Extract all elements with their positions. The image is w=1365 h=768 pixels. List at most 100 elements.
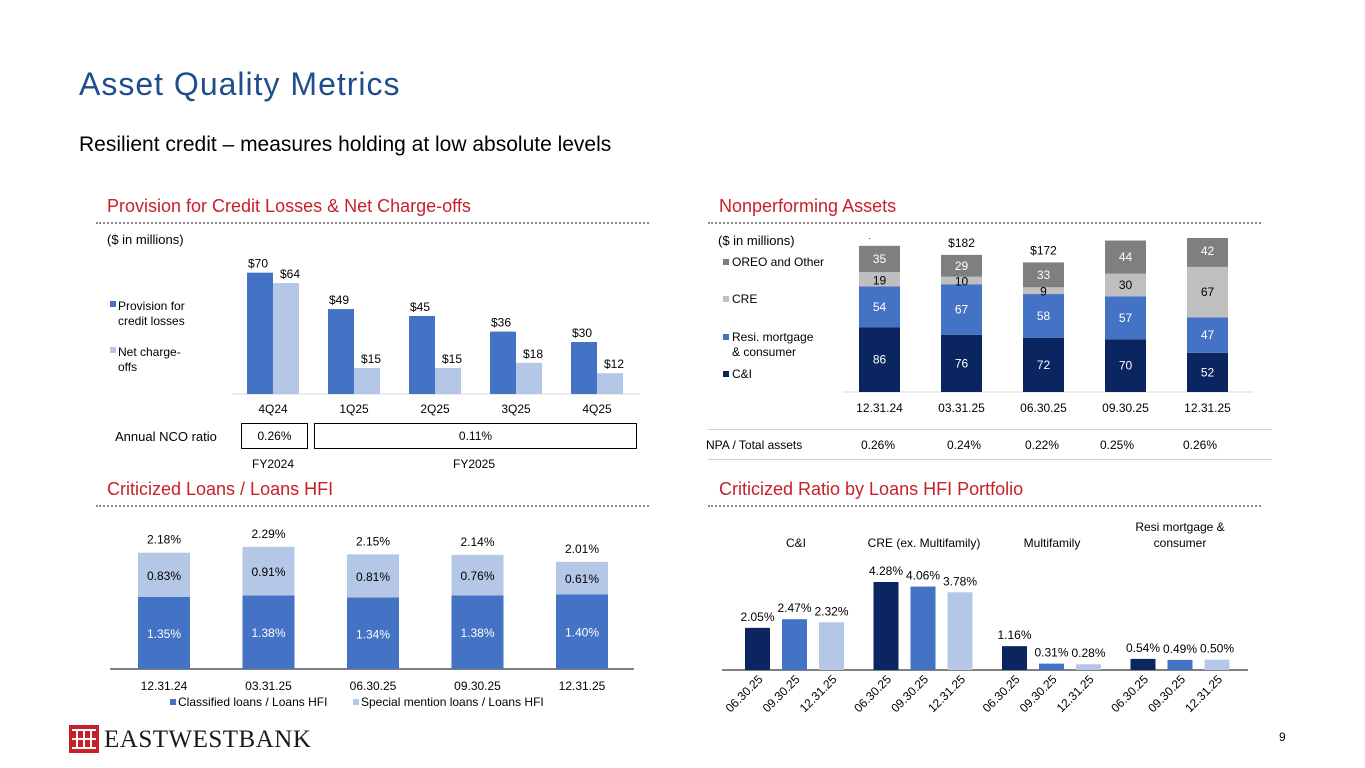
npa-bar-segment-ci-2 [1023, 337, 1064, 392]
criticized-bar-classified-0 [138, 597, 190, 669]
criticized-total-label: 2.18% [147, 533, 181, 547]
npa-legend-text: Resi. mortgage [732, 330, 814, 344]
npa-legend-text: OREO and Other [732, 255, 824, 269]
npa-segment-value: 67 [1201, 285, 1215, 299]
npa-bar-segment-oreo-2 [1023, 262, 1064, 288]
npa-ratio-2: 0.24% [947, 438, 982, 452]
npa-segment-value: 76 [955, 356, 969, 370]
fy2024-label: FY2024 [252, 457, 295, 471]
provision-bar-provision-4q24 [247, 272, 273, 394]
criticized-x-tick-label: 09.30.25 [454, 679, 501, 693]
portfolio-bar-2-2 [1076, 664, 1101, 670]
portfolio-date-tick-label: 09.30.25 [1145, 672, 1188, 715]
npa-bar-segment-cre-2 [1023, 287, 1064, 295]
criticized-bar-classified-3 [451, 595, 504, 669]
portfolio-section-title: Criticized Ratio by Loans HFI Portfolio [719, 479, 1024, 499]
portfolio-date-tick-label: 12.31.25 [925, 672, 968, 715]
npa-bar-segment-cre-0 [859, 272, 900, 287]
npa-segment-value: 29 [955, 259, 969, 273]
npa-bar-segment-oreo-0 [859, 245, 900, 273]
provision-bar-provision-1q25 [328, 309, 354, 394]
npa-total-label: $194 [866, 238, 893, 241]
npa-bar-segment-oreo-3 [1105, 240, 1146, 274]
portfolio-date-tick-label: 12.31.25 [797, 672, 840, 715]
criticized-total-label: 2.15% [356, 534, 390, 548]
provision-legend-text: offs [118, 360, 137, 374]
portfolio-bar-0-1 [782, 619, 807, 670]
criticized-segment-label: 0.83% [147, 569, 181, 583]
npa-segment-value: 70 [1119, 359, 1133, 373]
criticized-segment-label: 1.35% [147, 627, 181, 641]
npa-bar-segment-oreo-1 [941, 254, 982, 277]
nco-ratio-label: Annual NCO ratio [115, 429, 217, 444]
npa-total-label: $172 [1030, 243, 1057, 257]
npa-segment-value: 67 [955, 302, 969, 316]
portfolio-date-tick-label: 06.30.25 [1108, 672, 1151, 715]
npa-bar-segment-oreo-4 [1187, 238, 1228, 267]
npa-legend-swatch [723, 259, 729, 265]
page-number: 9 [1279, 730, 1286, 744]
portfolio-data-label: 0.49% [1163, 642, 1197, 656]
portfolio-group-header: CRE (ex. Multifamily) [868, 536, 981, 550]
portfolio-data-label: 1.16% [997, 628, 1031, 642]
portfolio-data-label: 0.54% [1126, 641, 1160, 655]
criticized-bar-classified-2 [347, 597, 399, 669]
portfolio-date-tick-label: 09.30.25 [888, 672, 931, 715]
provision-data-label: $49 [329, 293, 349, 307]
npa-section-rule [708, 222, 1261, 224]
criticized-legend-text: Special mention loans / Loans HFI [361, 695, 544, 709]
criticized-segment-label: 0.91% [251, 565, 285, 579]
criticized-bar-special-mention-4 [556, 561, 608, 595]
provision-bar-nco-4q24 [273, 283, 299, 394]
portfolio-data-label: 3.78% [943, 574, 977, 588]
provision-bar-nco-4q25 [597, 373, 623, 394]
npa-bar-segment-resi-4 [1187, 317, 1228, 353]
provision-bar-nco-1q25 [354, 368, 380, 394]
npa-units: ($ in millions) [718, 233, 795, 248]
npa-bar-segment-cre-3 [1105, 273, 1146, 297]
npa-bar-segment-cre-4 [1187, 266, 1228, 318]
npa-ratio-label: NPA / Total assets [706, 438, 803, 452]
portfolio-bar-3-0 [1130, 658, 1156, 670]
criticized-segment-label: 0.81% [356, 570, 390, 584]
fy2025-label: FY2025 [453, 457, 496, 471]
provision-data-label: $30 [572, 326, 592, 340]
provision-bar-provision-3q25 [490, 331, 516, 394]
npa-ratio-5: 0.26% [1183, 438, 1218, 452]
criticized-section-title: Criticized Loans / Loans HFI [107, 479, 334, 499]
npa-bar-segment-ci-4 [1187, 352, 1228, 392]
criticized-bar-special-mention-1 [242, 546, 295, 596]
provision-legend-swatch-provision [110, 301, 116, 307]
criticized-segment-label: 0.76% [460, 569, 494, 583]
provision-data-label: $15 [361, 352, 381, 366]
portfolio-group-header: Resi mortgage & [1135, 520, 1224, 534]
npa-x-tick-label: 06.30.25 [1020, 401, 1067, 415]
portfolio-chart: C&I CRE (ex. Multifamily) Multifamily Resi … [722, 520, 1248, 715]
portfolio-data-label: 0.28% [1071, 646, 1105, 660]
npa-segment-value: 72 [1037, 358, 1051, 372]
portfolio-bar-1-1 [910, 586, 936, 670]
criticized-segment-label: 1.38% [251, 626, 285, 640]
provision-data-label: $64 [280, 267, 300, 281]
portfolio-data-label: 0.31% [1034, 646, 1068, 660]
criticized-section-rule [96, 505, 649, 507]
npa-legend-swatch [723, 334, 729, 340]
criticized-bar-special-mention-0 [138, 552, 190, 597]
npa-bar-segment-resi-3 [1105, 296, 1146, 340]
nco-ratio-fy2025: 0.11% [314, 423, 637, 449]
provision-bar-nco-3q25 [516, 362, 542, 394]
npa-bar-segment-cre-1 [941, 276, 982, 285]
npa-segment-value: 9 [1040, 285, 1047, 299]
npa-segment-value: 86 [873, 353, 887, 367]
criticized-bar-special-mention-3 [451, 554, 504, 596]
provision-data-label: $18 [523, 347, 543, 361]
provision-section-title: Provision for Credit Losses & Net Charge… [107, 196, 471, 216]
npa-segment-value: 10 [955, 274, 969, 288]
npa-segment-value: 52 [1201, 365, 1215, 379]
npa-legend-text: CRE [732, 292, 757, 306]
criticized-bar-classified-1 [242, 595, 295, 669]
portfolio-bar-3-1 [1167, 659, 1193, 670]
npa-bar-segment-ci-1 [941, 334, 982, 392]
portfolio-date-tick-label: 12.31.25 [1054, 672, 1097, 715]
